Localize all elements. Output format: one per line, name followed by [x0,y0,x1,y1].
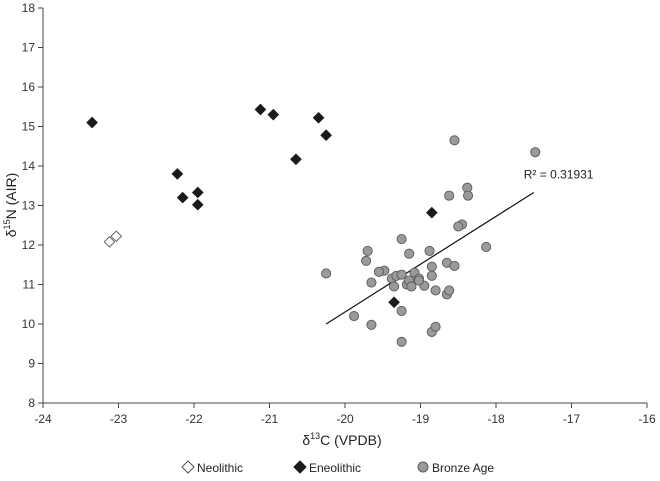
point-eneolithic [425,206,438,219]
x-tick-label: -23 [110,412,128,426]
y-tick-label: 10 [22,317,36,331]
point-bronze-age [463,190,474,201]
legend-eneolithic-marker [293,460,307,474]
point-bronze-age [362,245,373,256]
point-eneolithic [86,116,98,129]
point-bronze-age [449,135,460,146]
legend-item-eneolithic: Eneolithic [293,460,361,475]
legend-bronze-age-marker [417,461,429,473]
point-bronze-age [424,245,435,256]
legend-item-bronze-age: Bronze Age [417,461,494,475]
y-tick-label: 13 [22,199,36,213]
point-bronze-age [373,266,385,277]
y-tick-label: 17 [22,41,36,55]
point-eneolithic [267,108,280,121]
point-bronze-age [444,190,455,201]
point-bronze-age [406,281,417,292]
x-axis-title: δ13C (VPDB) [302,431,381,448]
point-bronze-age [396,269,407,280]
point-eneolithic [191,198,204,211]
point-bronze-age [449,260,460,271]
legend-neolithic-label: Neolithic [197,461,243,475]
y-tick-label: 14 [22,159,36,173]
point-bronze-age [426,261,437,272]
point-bronze-age [481,241,492,253]
legend: Neolithic Eneolithic Bronze Age [181,460,494,475]
point-eneolithic [254,103,267,116]
point-bronze-age [430,321,441,332]
x-tick-label: -21 [261,412,279,426]
point-eneolithic [176,191,189,204]
y-tick-label: 16 [22,80,36,94]
point-bronze-age [366,277,377,288]
point-bronze-age [396,234,407,245]
legend-bronze-age-label: Bronze Age [432,461,494,475]
point-bronze-age [321,268,332,279]
point-bronze-age [430,285,441,296]
y-axis-title: δ15N (AIR) [2,173,19,237]
legend-item-neolithic: Neolithic [181,460,243,475]
point-bronze-age [444,285,455,296]
point-eneolithic [191,186,204,199]
y-tick-label: 11 [23,278,36,292]
x-tick-label: -19 [412,412,430,426]
y-tick-label: 15 [22,120,36,134]
point-bronze-age [396,336,407,347]
y-tick-label: 8 [28,396,35,410]
point-eneolithic [320,129,332,142]
point-eneolithic [290,153,302,166]
point-bronze-age [413,275,425,286]
point-bronze-age [349,311,360,322]
x-tick-label: -17 [563,412,581,426]
y-tick-label: 9 [28,357,35,371]
y-tick-label: 18 [22,1,36,15]
point-bronze-age [366,319,377,330]
x-tick-label: -16 [638,412,656,426]
x-tick-label: -24 [34,412,52,426]
trendline-group [325,191,535,325]
point-eneolithic [312,111,325,124]
point-neolithic [103,236,116,248]
point-bronze-age [404,248,415,259]
legend-eneolithic-label: Eneolithic [309,461,361,475]
trendline [325,191,535,325]
point-bronze-age [361,255,372,266]
x-tick-label: -20 [336,412,354,426]
point-bronze-age [530,147,541,158]
point-bronze-age [453,221,464,232]
point-eneolithic [388,296,400,309]
x-tick-label: -22 [185,412,203,426]
x-tick-label: -18 [487,412,505,426]
point-bronze-age [426,270,437,281]
data-points [86,103,541,347]
axes: -24 -23 -22 -21 -20 -19 -18 -17 -16 8 9 10 11 12 13 14 1… [22,1,656,426]
point-bronze-age [389,281,400,292]
point-eneolithic [171,168,184,180]
point-bronze-age [396,305,407,317]
y-tick-label: 12 [22,238,36,252]
legend-neolithic-marker [181,460,195,474]
trendline-r-squared-label: R² = 0.31931 [524,167,594,181]
point-neolithic [110,230,123,243]
